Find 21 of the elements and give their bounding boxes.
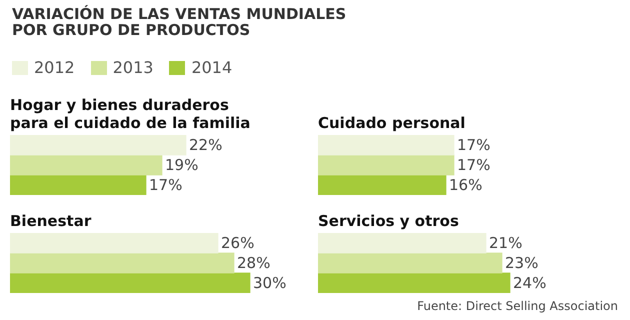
data-label: 24% bbox=[513, 274, 546, 292]
data-label: 30% bbox=[253, 274, 286, 292]
data-label: 16% bbox=[449, 176, 482, 194]
chart-subtitle: Servicios y otros bbox=[318, 211, 460, 232]
data-label: 22% bbox=[189, 136, 222, 154]
chart-subtitle: Bienestar bbox=[10, 211, 92, 232]
data-label: 21% bbox=[489, 234, 522, 252]
data-label: 26% bbox=[221, 234, 254, 252]
data-label: 28% bbox=[237, 254, 270, 272]
legend-label: 2014 bbox=[190, 58, 232, 77]
legend-label: 2013 bbox=[112, 58, 154, 77]
chart-subtitle: Hogar y bienes duraderos para el cuidado de la familia bbox=[10, 95, 252, 134]
data-label: 23% bbox=[505, 254, 538, 272]
data-label: 17% bbox=[457, 156, 490, 174]
data-label: 17% bbox=[457, 136, 490, 154]
annotation: Fuente: Direct Selling Association bbox=[417, 299, 618, 313]
chart-subtitle: Cuidado personal bbox=[318, 113, 466, 134]
data-label: 17% bbox=[149, 176, 182, 194]
data-label: 19% bbox=[165, 156, 198, 174]
legend-label: 2012 bbox=[33, 58, 75, 77]
chart-title: VARIACIÓN DE LAS VENTAS MUNDIALES POR GRUPO DE PRODUCTOS bbox=[12, 5, 346, 39]
